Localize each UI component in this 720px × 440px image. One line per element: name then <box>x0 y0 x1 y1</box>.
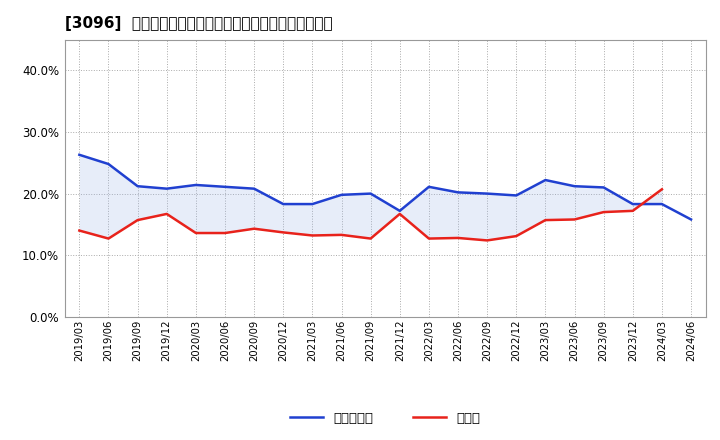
有利子負債 <box>395 208 404 213</box>
現預金 <box>541 217 550 223</box>
現預金 <box>75 228 84 233</box>
現預金 <box>483 238 492 243</box>
現預金 <box>570 217 579 222</box>
有利子負債 <box>220 184 229 190</box>
有利子負債 <box>75 152 84 158</box>
有利子負債 <box>250 186 258 191</box>
現預金 <box>250 226 258 231</box>
現預金 <box>599 209 608 215</box>
Text: [3096]  現預金、有利子負債の総資産に対する比率の推移: [3096] 現預金、有利子負債の総資産に対する比率の推移 <box>65 16 333 32</box>
現預金 <box>279 230 287 235</box>
現預金 <box>629 208 637 213</box>
Line: 現預金: 現預金 <box>79 189 662 240</box>
現預金 <box>308 233 317 238</box>
有利子負債 <box>483 191 492 196</box>
現預金 <box>163 211 171 216</box>
有利子負債 <box>687 217 696 222</box>
現預金 <box>366 236 375 241</box>
現預金 <box>395 211 404 216</box>
有利子負債 <box>541 177 550 183</box>
有利子負債 <box>192 182 200 187</box>
有利子負債 <box>454 190 462 195</box>
現預金 <box>512 234 521 239</box>
有利子負債 <box>104 161 113 167</box>
有利子負債 <box>629 202 637 207</box>
現預金 <box>657 187 666 192</box>
有利子負債 <box>279 202 287 207</box>
Legend: 有利子負債, 現預金: 有利子負債, 現預金 <box>290 412 480 425</box>
有利子負債 <box>366 191 375 196</box>
有利子負債 <box>512 193 521 198</box>
有利子負債 <box>657 202 666 207</box>
現預金 <box>192 231 200 236</box>
有利子負債 <box>133 183 142 189</box>
現預金 <box>104 236 113 241</box>
現預金 <box>454 235 462 241</box>
Line: 有利子負債: 有利子負債 <box>79 155 691 220</box>
有利子負債 <box>425 184 433 190</box>
有利子負債 <box>163 186 171 191</box>
有利子負債 <box>570 183 579 189</box>
現預金 <box>337 232 346 238</box>
有利子負債 <box>337 192 346 198</box>
有利子負債 <box>599 185 608 190</box>
現預金 <box>133 217 142 223</box>
有利子負債 <box>308 202 317 207</box>
現預金 <box>220 231 229 236</box>
現預金 <box>425 236 433 241</box>
